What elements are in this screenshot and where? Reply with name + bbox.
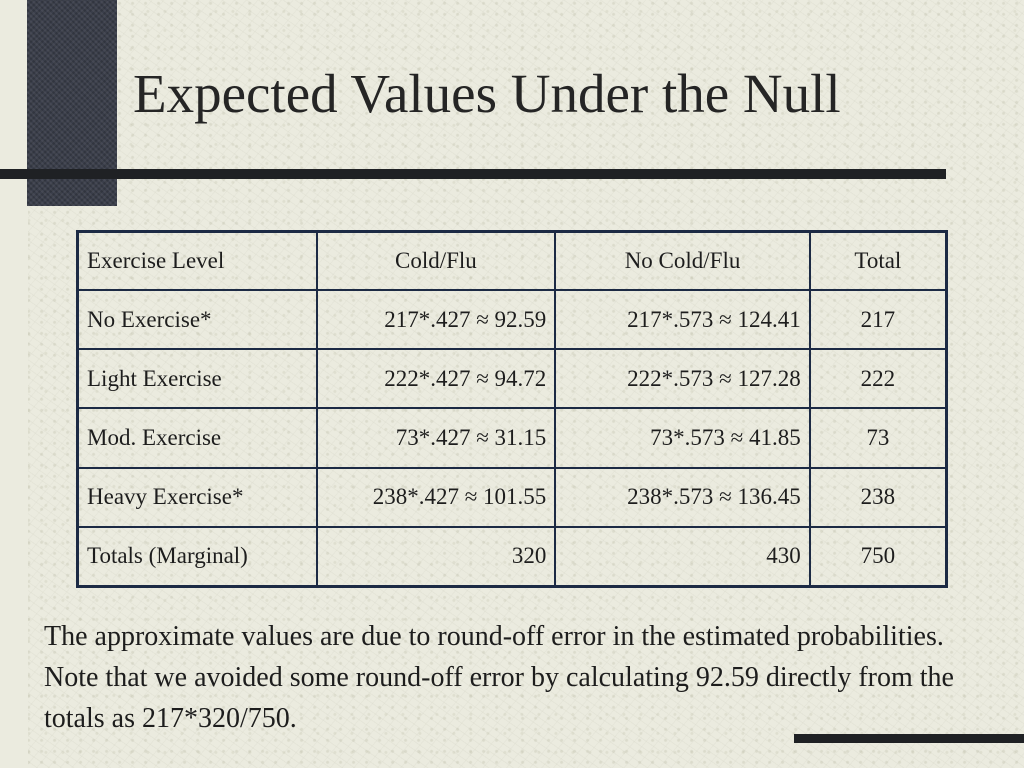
total-cell: 238: [808, 466, 948, 528]
table-row: Mod. Exercise 73*.427 ≈ 31.15 73*.573 ≈ …: [76, 407, 948, 469]
cold-flu-cell: 73*.427 ≈ 31.15: [315, 407, 557, 469]
header-total: Total: [808, 230, 948, 291]
left-margin: [0, 0, 28, 768]
total-cell: 73: [808, 407, 948, 469]
header-no-cold-flu: No Cold/Flu: [554, 230, 811, 291]
no-cold-flu-cell: 73*.573 ≈ 41.85: [554, 407, 811, 469]
row-label: Mod. Exercise: [76, 407, 318, 469]
cold-flu-total-cell: 320: [315, 525, 557, 588]
no-cold-flu-cell: 238*.573 ≈ 136.45: [554, 466, 811, 528]
no-cold-flu-cell: 222*.573 ≈ 127.28: [554, 348, 811, 410]
bottom-decorative-rule: [794, 734, 1024, 743]
grand-total-cell: 750: [808, 525, 948, 588]
slide-title: Expected Values Under the Null: [133, 63, 841, 124]
title-underline-rule: [0, 169, 946, 179]
table-row-totals: Totals (Marginal) 320 430 750: [76, 525, 948, 588]
explanatory-note: The approximate values are due to round-…: [44, 621, 954, 734]
total-cell: 217: [808, 288, 948, 351]
header-cold-flu: Cold/Flu: [315, 230, 557, 291]
table-header-row: Exercise Level Cold/Flu No Cold/Flu Tota…: [76, 230, 948, 291]
table-row: Light Exercise 222*.427 ≈ 94.72 222*.573…: [76, 348, 948, 410]
no-cold-flu-total-cell: 430: [554, 525, 811, 588]
table-row: Heavy Exercise* 238*.427 ≈ 101.55 238*.5…: [76, 466, 948, 528]
row-label: No Exercise*: [76, 288, 318, 351]
header-exercise-level: Exercise Level: [76, 230, 318, 291]
row-label: Totals (Marginal): [76, 525, 318, 588]
row-label: Light Exercise: [76, 348, 318, 410]
cold-flu-cell: 238*.427 ≈ 101.55: [315, 466, 557, 528]
table-row: No Exercise* 217*.427 ≈ 92.59 217*.573 ≈…: [76, 288, 948, 351]
cold-flu-cell: 217*.427 ≈ 92.59: [315, 288, 557, 351]
row-label: Heavy Exercise*: [76, 466, 318, 528]
total-cell: 222: [808, 348, 948, 410]
no-cold-flu-cell: 217*.573 ≈ 124.41: [554, 288, 811, 351]
cold-flu-cell: 222*.427 ≈ 94.72: [315, 348, 557, 410]
expected-values-table: Exercise Level Cold/Flu No Cold/Flu Tota…: [76, 230, 948, 588]
